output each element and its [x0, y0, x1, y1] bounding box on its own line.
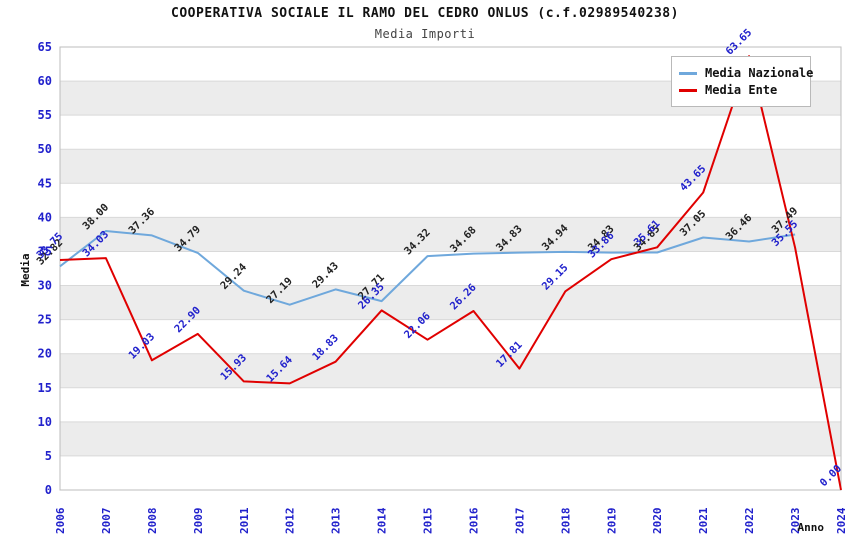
legend-label: Media Ente: [705, 83, 778, 97]
plot-border: [59, 46, 842, 491]
y-axis-title: Media: [19, 253, 32, 286]
x-tick-label: 2009: [192, 508, 205, 535]
y-tick-label: 45: [38, 176, 52, 190]
grid-band: [60, 353, 841, 388]
x-tick-label: 2014: [376, 507, 389, 534]
y-tick-label: 40: [38, 210, 52, 224]
x-tick-label: 2008: [146, 508, 159, 535]
x-tick-label: 2024: [835, 507, 848, 534]
x-tick-label: 2006: [54, 507, 67, 534]
y-tick-label: 15: [38, 381, 52, 395]
y-tick-label: 25: [38, 313, 52, 327]
x-tick-label: 2019: [605, 508, 618, 535]
x-tick-label: 2020: [651, 508, 664, 535]
series-line-media-nazionale: [59, 230, 796, 306]
x-tick-label: 2011: [238, 507, 251, 534]
y-tick-label: 50: [38, 142, 52, 156]
grid-band: [60, 217, 841, 252]
y-tick-label: 35: [38, 244, 52, 258]
grid-band: [60, 421, 841, 456]
y-tick-label: 60: [38, 74, 52, 88]
x-tick-label: 2022: [743, 508, 756, 535]
y-tick-label: 10: [38, 415, 52, 429]
data-point-label: 63.65: [724, 27, 755, 58]
x-tick-label: 2015: [422, 508, 435, 535]
y-tick-label: 0: [45, 483, 52, 497]
x-tick-label: 2016: [467, 507, 480, 534]
y-tick-label: 55: [38, 108, 52, 122]
grid-band: [60, 285, 841, 320]
grid-band: [60, 149, 841, 184]
y-tick-label: 30: [38, 279, 52, 293]
legend-item-media-ente: Media Ente: [679, 83, 803, 97]
x-tick-label: 2012: [284, 508, 297, 535]
x-tick-label: 2018: [559, 508, 572, 535]
x-tick-label: 2023: [789, 508, 802, 535]
chart-title: COOPERATIVA SOCIALE IL RAMO DEL CEDRO ON…: [171, 6, 679, 21]
legend-item-media-nazionale: Media Nazionale: [679, 66, 813, 80]
x-axis-title: Anno: [798, 521, 825, 534]
legend-label: Media Nazionale: [705, 66, 814, 80]
line-swatch-icon: [679, 88, 697, 92]
legend: Media Nazionale Media Ente: [671, 56, 813, 107]
x-tick-label: 2021: [697, 507, 710, 534]
x-tick-label: 2007: [100, 508, 113, 535]
y-tick-label: 65: [38, 40, 52, 54]
y-tick-label: 20: [38, 347, 52, 361]
y-tick-label: 5: [45, 449, 52, 463]
chart-subtitle: Media Importi: [374, 27, 476, 41]
series-line-media-ente: [59, 55, 842, 491]
x-tick-label: 2017: [513, 508, 526, 535]
line-swatch-icon: [679, 71, 697, 75]
x-tick-label: 2013: [330, 508, 343, 535]
